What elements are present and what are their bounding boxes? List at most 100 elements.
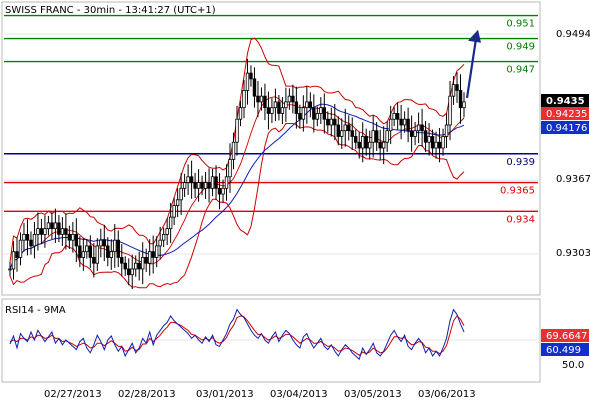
candle-body [294,101,299,114]
candle-body [92,257,96,264]
candle-body [228,159,232,178]
candle-body [423,130,428,143]
candle-body [455,84,459,91]
candle-body [441,136,445,149]
candle-body [305,101,309,109]
candle-body [378,141,382,149]
candle-body [158,239,162,247]
candle-body [130,268,134,276]
rsi-value-text: 60.499 [546,345,581,356]
x-tick-label: 03/04/2013 [270,389,328,400]
x-tick-label: 03/06/2013 [418,389,476,400]
candle-body [18,239,23,258]
forecast-arrow-shaft [465,38,478,99]
candle-body [43,228,47,235]
rsi-value-tag [541,343,589,356]
candle-body [333,118,337,126]
candle-body [245,72,250,91]
candle-body [395,113,400,120]
candle-body [193,182,197,189]
candle-body [113,239,117,253]
candle-body [11,251,16,270]
candle-body [165,228,169,235]
level-label: 0.951 [506,19,535,30]
candle-body [168,216,173,230]
rsi-ma-text: 69.6647 [546,331,587,342]
candle-body [256,95,260,103]
candle-body [270,107,274,114]
chart-title: SWISS FRANC - 30min - 13:41:27 (UTC+1) [5,5,216,16]
forecast-arrow [465,29,481,99]
candle-body [74,233,79,247]
candle-body [85,245,89,253]
rsi-series [4,308,538,361]
candle-body [8,268,12,271]
candle-body [144,257,148,264]
candle-body [315,113,320,120]
candle-body [277,101,281,114]
x-tick-label: 03/05/2013 [344,389,402,400]
candle-body [120,257,124,264]
candle-body [161,233,166,241]
candle-body [301,107,306,120]
red-price-text: 0.94235 [546,109,587,120]
candle-body [235,118,239,143]
candle-body [312,107,316,120]
candle-body [238,107,243,120]
candle-body [221,187,225,195]
candle-body [420,124,424,132]
candle-body [46,222,51,230]
candle-body [57,222,61,235]
candle-body [427,136,431,143]
horizontal-levels: 0.951 0.949 0.947 0.939 0.9365 0.934 [4,14,538,225]
candle-body [29,239,33,247]
candle-body [39,228,44,235]
candle-body [71,233,75,241]
candle-body [217,187,222,195]
candle-body [172,205,176,218]
candle-body [224,176,229,189]
candle-body [361,136,365,149]
candle-body [134,262,138,270]
candle-body [249,72,253,80]
candle-body [350,130,354,137]
last-price-tag [541,94,589,107]
candle-body [448,95,452,126]
candle-body [392,113,396,120]
candle-body [64,228,68,235]
y-tick-label: 0.9303 [556,248,590,259]
candle-body [189,176,194,183]
candle-body [402,118,407,126]
candle-body [200,182,204,189]
candle-body [116,239,120,258]
candle-body [182,182,187,189]
price-panel-frame [1,1,541,296]
level-label: 0.939 [506,157,535,168]
candle-body [154,245,159,258]
candle-body [462,101,466,109]
candle-body [127,268,131,276]
candle-body [266,107,271,114]
rsi-ma-tag [541,329,589,342]
candle-body [210,176,215,189]
candle-body [308,101,313,109]
candle-body [399,118,403,126]
candlestick-series [8,58,466,290]
candle-body [326,118,330,126]
candle-body [95,245,100,264]
candle-body [451,84,456,97]
candle-body [22,233,26,241]
bollinger-lower [9,123,465,289]
candle-body [50,222,54,230]
red-price-tag [541,107,589,120]
candle-body [437,141,442,149]
candle-body [175,199,180,206]
candle-body [343,124,347,132]
candle-body [32,233,37,247]
y-tick-label: 0.9494 [556,29,590,40]
candle-body [273,101,278,109]
candle-body [203,182,208,189]
blue-price-tag [541,121,589,134]
